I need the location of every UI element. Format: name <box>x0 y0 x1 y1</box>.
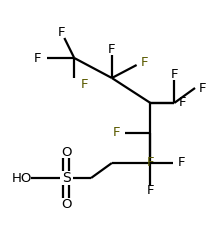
Text: F: F <box>147 184 154 198</box>
Text: F: F <box>179 96 187 110</box>
Text: F: F <box>58 26 65 40</box>
Text: F: F <box>199 81 207 95</box>
Text: F: F <box>141 55 148 69</box>
Text: F: F <box>34 52 42 64</box>
Text: O: O <box>61 146 72 158</box>
Text: F: F <box>178 156 186 170</box>
Text: F: F <box>108 43 116 57</box>
Text: S: S <box>62 171 71 185</box>
Text: F: F <box>112 127 120 139</box>
Text: HO: HO <box>12 172 32 184</box>
Text: F: F <box>171 69 178 81</box>
Text: O: O <box>61 198 72 210</box>
Text: F: F <box>147 156 154 168</box>
Text: F: F <box>80 78 88 90</box>
